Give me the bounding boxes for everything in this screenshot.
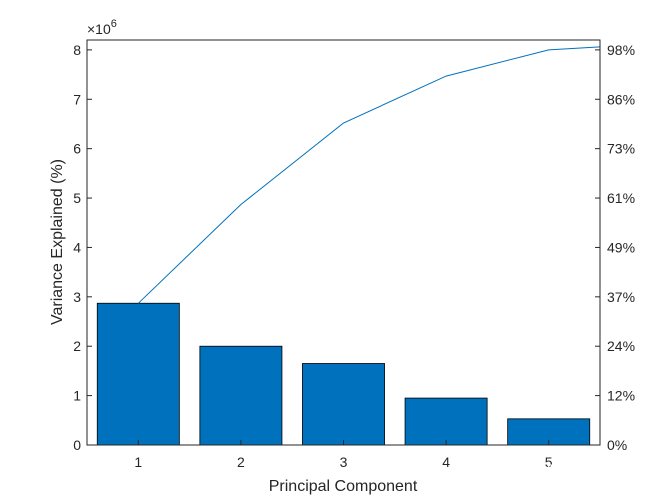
y2-tick-label: 0% xyxy=(607,437,627,453)
watermark: 知乎 @小石头 xyxy=(547,461,648,480)
y2-axis-ticks: 0% 12% 24% 37% 49% 61% 73% 86% 98% xyxy=(595,42,635,453)
y-tick-label: 4 xyxy=(73,239,81,255)
y2-tick-label: 73% xyxy=(607,141,635,157)
y2-tick-label: 86% xyxy=(607,91,635,107)
y-tick-label: 8 xyxy=(73,42,81,58)
y-tick-label: 6 xyxy=(73,141,81,157)
y-axis-ticks: 0 1 2 3 4 5 6 7 8 xyxy=(73,42,92,453)
y2-tick-label: 49% xyxy=(607,239,635,255)
bar-series xyxy=(96,302,591,446)
x-tick-label: 4 xyxy=(442,454,450,470)
y-tick-label: 7 xyxy=(73,91,81,107)
y2-tick-label: 37% xyxy=(607,289,635,305)
y2-tick-label: 98% xyxy=(607,42,635,58)
x-tick-label: 1 xyxy=(134,454,142,470)
bar-2 xyxy=(199,345,283,446)
x-tick-label: 5 xyxy=(545,454,553,470)
bar-1 xyxy=(96,302,180,446)
y-tick-label: 0 xyxy=(73,437,81,453)
x-axis-title: Principal Component xyxy=(269,478,418,495)
y-tick-label: 1 xyxy=(73,388,81,404)
y-axis-title: Variance Explained (%) xyxy=(49,159,66,325)
cumulative-line xyxy=(137,46,601,304)
x-tick-label: 3 xyxy=(340,454,348,470)
x-tick-label: 2 xyxy=(237,454,245,470)
y-tick-label: 2 xyxy=(73,338,81,354)
y-scale-factor: ×106 xyxy=(87,18,117,37)
x-axis-ticks: 1 2 3 4 5 xyxy=(134,440,553,470)
bar-3 xyxy=(302,363,385,446)
y-tick-label: 5 xyxy=(73,190,81,206)
y2-tick-label: 61% xyxy=(607,190,635,206)
y2-tick-label: 24% xyxy=(607,338,635,354)
y2-tick-label: 12% xyxy=(607,388,635,404)
y-tick-label: 3 xyxy=(73,289,81,305)
bar-4 xyxy=(404,397,488,446)
